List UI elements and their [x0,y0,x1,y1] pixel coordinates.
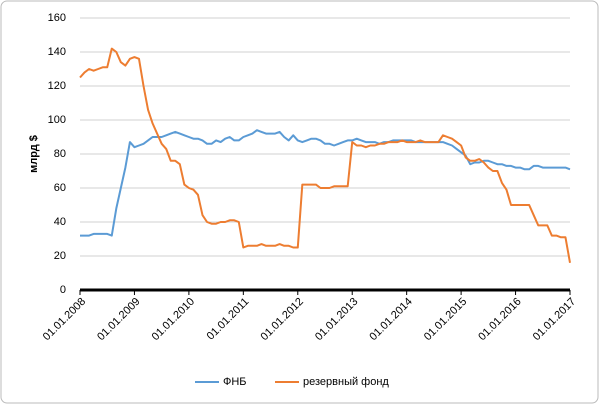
y-tick-label: 160 [48,12,66,24]
y-tick-label: 80 [54,148,66,160]
y-axis-label: млрд $ [28,135,40,173]
y-tick-label: 100 [48,114,66,126]
series-line [79,47,571,263]
legend-label: ФНБ [223,376,247,388]
legend-label: резервный фонд [303,376,389,388]
series-line [80,129,571,237]
y-tick-label: 0 [60,284,66,296]
y-tick-label: 20 [54,250,66,262]
y-tick-label: 140 [48,46,66,58]
y-tick-label: 120 [48,80,66,92]
y-tick-label: 60 [54,182,66,194]
y-tick-label: 40 [54,216,66,228]
